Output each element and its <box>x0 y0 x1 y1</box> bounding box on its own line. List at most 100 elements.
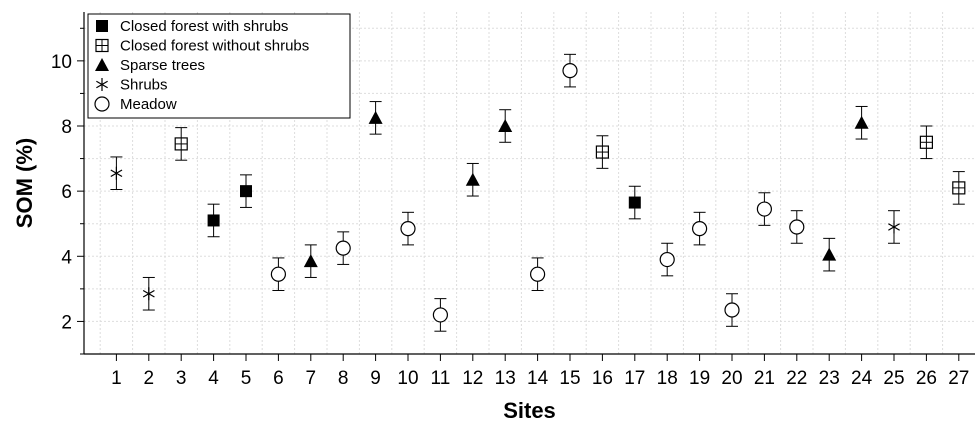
legend-label: Sparse trees <box>120 57 205 74</box>
data-point <box>174 127 188 161</box>
asterisk-stroke <box>142 289 155 298</box>
point-marker <box>628 196 641 209</box>
data-point <box>432 298 448 332</box>
data-point <box>919 125 934 160</box>
filled-triangle-marker <box>303 254 318 268</box>
x-tick-label: 24 <box>851 368 873 389</box>
filled-triangle-marker <box>854 115 869 129</box>
point-marker <box>691 221 708 237</box>
filled-square-marker <box>240 185 252 198</box>
data-point <box>822 237 837 272</box>
x-tick-label: 19 <box>689 368 710 389</box>
point-marker <box>270 266 286 282</box>
point-marker <box>142 287 155 301</box>
point-marker <box>335 240 351 256</box>
point-marker <box>854 115 869 129</box>
point-marker <box>789 219 805 235</box>
data-point <box>400 211 416 246</box>
point-marker <box>529 266 546 282</box>
x-tick-label: 11 <box>431 368 451 389</box>
y-tick-label: 4 <box>61 247 72 268</box>
point-marker <box>207 214 220 227</box>
y-tick-label: 2 <box>61 312 72 333</box>
legend-label: Shrubs <box>120 77 168 94</box>
data-point <box>240 174 252 208</box>
x-tick-label: 22 <box>786 368 807 389</box>
legend-label: Closed forest without shrubs <box>120 38 309 55</box>
x-tick-label: 21 <box>754 368 775 389</box>
open-circle-marker <box>94 96 110 112</box>
legend-marker <box>96 78 108 91</box>
point-marker <box>756 201 773 217</box>
x-tick-label: 6 <box>273 368 284 389</box>
point-marker <box>465 172 480 186</box>
open-circle-marker <box>432 307 448 323</box>
legend-label: Meadow <box>120 96 177 113</box>
point-marker <box>368 110 383 124</box>
data-point <box>756 192 773 226</box>
data-point <box>888 210 900 244</box>
filled-triangle-marker <box>822 247 837 261</box>
x-tick-label: 10 <box>397 368 418 389</box>
data-point <box>270 257 286 291</box>
filled-triangle-marker <box>465 172 480 186</box>
open-circle-marker <box>529 266 546 282</box>
data-point <box>368 101 383 135</box>
x-tick-label: 25 <box>883 368 904 389</box>
data-point <box>529 257 546 291</box>
point-marker <box>400 221 416 237</box>
legend-item: Meadow <box>94 96 177 113</box>
point-marker <box>110 166 123 180</box>
point-marker <box>822 247 837 261</box>
open-circle-marker <box>270 266 286 282</box>
legend-box <box>87 13 351 119</box>
data-point <box>303 244 318 278</box>
legend-item: Sparse trees <box>95 57 205 74</box>
x-tick-label: 23 <box>819 368 840 389</box>
open-circle-marker <box>789 219 805 235</box>
x-tick-label: 15 <box>559 368 580 389</box>
x-tick-label: 3 <box>176 368 187 389</box>
data-point <box>659 242 675 277</box>
open-circle-marker <box>562 63 578 79</box>
x-tick-label: 17 <box>624 368 645 389</box>
x-tick-label: 26 <box>916 368 937 389</box>
open-circle-marker <box>756 201 773 217</box>
point-marker <box>659 251 675 268</box>
x-tick-label: 14 <box>527 368 549 389</box>
open-circle-marker <box>659 251 675 268</box>
data-point <box>335 231 351 265</box>
point-marker <box>303 254 318 268</box>
x-tick-label: 20 <box>721 368 742 389</box>
legend: Closed forest with shrubs Closed forest w… <box>87 13 351 119</box>
legend-marker <box>94 96 110 112</box>
filled-square-marker <box>207 214 220 227</box>
legend-marker <box>95 38 109 53</box>
open-circle-marker <box>400 221 416 237</box>
open-circle-marker <box>724 302 740 318</box>
point-marker <box>498 119 513 132</box>
asterisk-stroke <box>96 80 108 89</box>
x-tick-label: 4 <box>208 368 219 389</box>
open-circle-marker <box>335 240 351 256</box>
data-point <box>110 156 123 191</box>
x-tick-label: 2 <box>144 368 155 389</box>
x-axis-title: Sites <box>503 398 556 423</box>
point-marker <box>888 220 900 234</box>
data-point <box>465 162 480 197</box>
y-tick-label: 6 <box>61 182 72 203</box>
x-tick-label: 12 <box>462 368 483 389</box>
x-tick-label: 18 <box>657 368 678 389</box>
point-marker <box>562 63 578 79</box>
data-point <box>498 109 513 143</box>
data-point <box>595 135 610 169</box>
filled-triangle-marker <box>95 58 109 71</box>
y-tick-label: 10 <box>51 52 72 73</box>
asterisk-stroke <box>888 223 900 231</box>
asterisk-stroke <box>110 169 123 177</box>
data-point <box>952 171 966 205</box>
filled-triangle-marker <box>498 119 513 132</box>
x-tick-label: 9 <box>370 368 381 389</box>
legend-marker <box>95 58 109 71</box>
